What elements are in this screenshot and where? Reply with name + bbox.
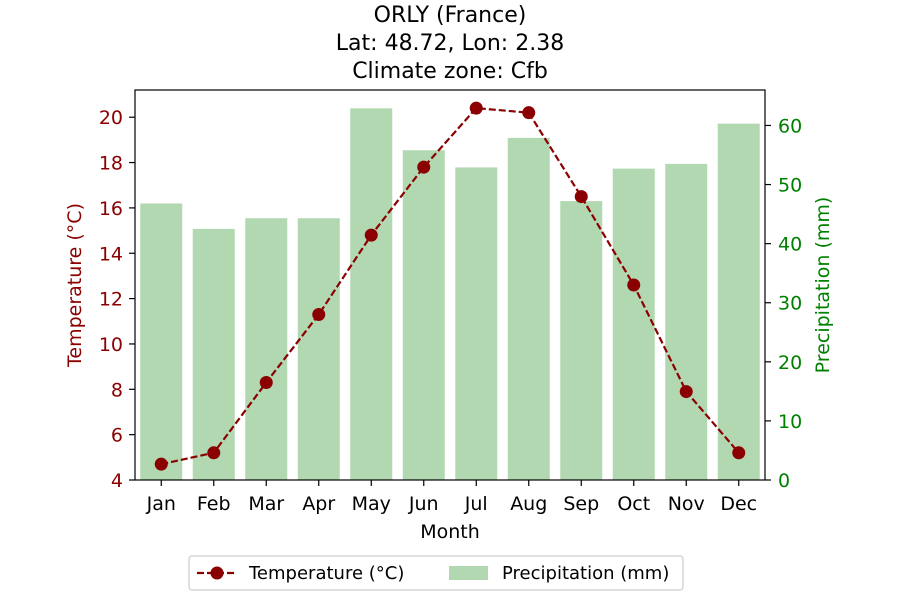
left-tick-label: 8 [111,379,123,401]
x-tick-label-nov: Nov [668,493,705,515]
left-tick-label: 4 [111,470,123,492]
legend: Temperature (°C) Precipitation (mm) [188,555,684,591]
right-tick-label: 0 [778,470,790,492]
precipitation-bar-jun [402,150,445,481]
temperature-line [154,101,746,471]
precipitation-bar-mar [245,218,288,480]
legend-box [188,555,684,591]
x-tick-label-feb: Feb [197,493,231,515]
temperature-point-aug [522,106,536,120]
left-tick-label: 10 [99,334,123,356]
right-tick-label: 60 [778,115,802,137]
temperature-point-mar [259,376,273,389]
axes: 4 6 8 10 12 14 16 18 20 0 10 20 30 40 50 60 Jan Feb Mar Apr… [64,89,834,543]
temperature-point-oct [627,278,641,292]
x-tick-label-may: May [352,493,391,515]
title-line-2: Lat: 48.72, Lon: 2.38 [336,31,564,56]
title-line-1: ORLY (France) [374,3,527,28]
precipitation-bar-jan [140,203,183,481]
precipitation-bar-nov [665,163,708,480]
precipitation-bar-may [350,108,393,481]
right-tick-label: 20 [778,352,802,374]
precipitation-bar-jul [455,167,498,480]
temperature-point-nov [679,385,693,399]
left-tick-label: 18 [99,153,123,175]
temperature-point-jul [469,101,483,115]
right-axis-label: Precipitation (mm) [812,197,834,374]
left-tick-label: 6 [111,425,123,447]
left-tick-label: 14 [99,243,123,265]
temperature-point-may [364,228,378,242]
x-tick-label-dec: Dec [720,493,757,515]
x-tick-label-mar: Mar [248,493,284,515]
right-tick-label: 40 [778,234,802,256]
precipitation-bar-oct [612,168,655,480]
legend-precipitation-swatch [449,566,488,580]
precipitation-bar-dec [717,123,760,480]
x-tick-label-jul: Jul [464,493,488,515]
right-tick-label: 10 [778,411,802,433]
left-axis-label: Temperature (°C) [64,203,86,368]
left-tick-label: 12 [99,289,123,311]
x-tick-label-apr: Apr [302,493,335,515]
x-tick-label-jun: Jun [408,493,439,515]
right-tick-label: 50 [778,175,802,197]
chart-title: ORLY (France) Lat: 48.72, Lon: 2.38 Climat… [336,3,564,84]
temperature-point-jun [417,160,431,174]
precipitation-bar-sep [560,201,603,480]
x-tick-label-oct: Oct [617,493,650,515]
temperature-series-line [161,106,740,466]
precipitation-bars [140,108,760,481]
temperature-point-feb [207,446,221,460]
temperature-point-dec [732,446,746,460]
title-line-3: Climate zone: Cfb [352,59,548,84]
precipitation-bar-apr [297,218,340,480]
temperature-point-apr [312,307,326,321]
precipitation-bar-feb [192,228,235,480]
legend-precipitation-label: Precipitation (mm) [502,563,669,584]
right-tick-label: 30 [778,293,802,315]
x-tick-label-sep: Sep [563,493,599,515]
precipitation-bar-aug [507,137,550,480]
plot-frame [134,89,766,481]
x-tick-label-jan: Jan [146,493,176,515]
temperature-point-sep [574,190,588,204]
x-axis-label: Month [420,521,480,543]
left-tick-label: 16 [99,198,123,220]
x-tick-label-aug: Aug [510,493,547,515]
temperature-point-jan [154,457,168,471]
legend-temperature-marker [210,566,224,580]
left-tick-label: 20 [99,107,123,129]
legend-temperature-label: Temperature (°C) [248,563,404,584]
